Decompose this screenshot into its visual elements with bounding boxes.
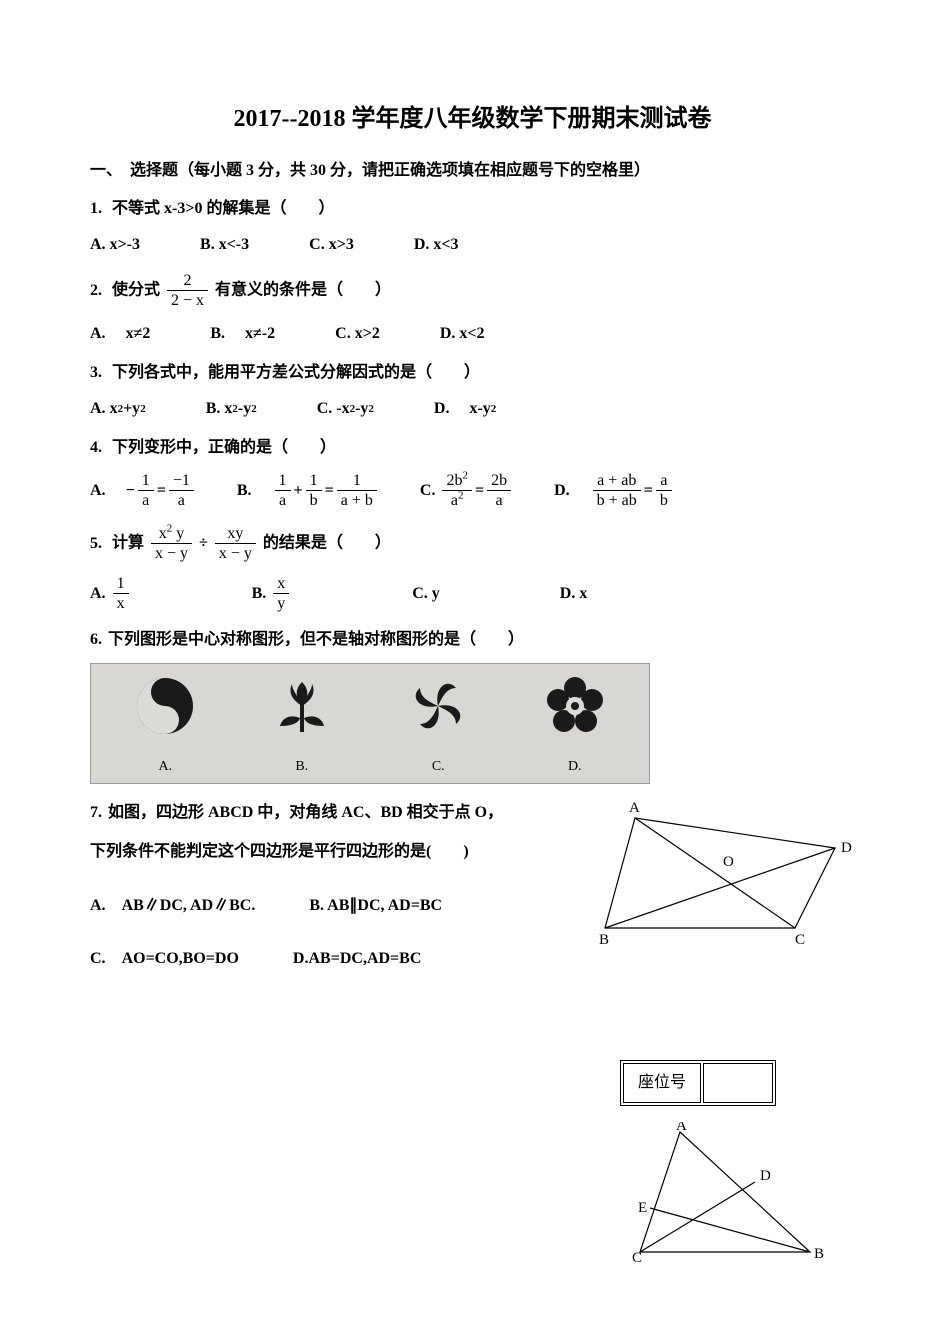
svg-text:C: C [632, 1250, 642, 1266]
q2-optB: B. x≠-2 [210, 321, 275, 347]
q6-image-row: A. B. C. [90, 663, 650, 784]
q4: 4. 下列变形中，正确的是（ ） [90, 435, 855, 461]
seat-number-box: 座位号 [620, 1060, 776, 1106]
q5-optB: B. xy [252, 574, 293, 613]
q4-optC: C. 2b2a2 = 2ba [420, 471, 514, 510]
q3: 3. 下列各式中，能用平方差公式分解因式的是（ ） [90, 360, 855, 386]
q4-text: 下列变形中，正确的是（ ） [112, 439, 336, 456]
q7-line2: 下列条件不能判定这个四边形是平行四边形的是( ) [90, 839, 585, 865]
svg-text:E: E [638, 1200, 647, 1216]
svg-text:A: A [676, 1122, 687, 1134]
q1-num: 1. [90, 200, 102, 217]
q6-labelA: A. [125, 756, 205, 778]
tulip-icon [262, 674, 342, 744]
q3-optC: C.-x2-y2 [317, 396, 374, 422]
q7-optD: D.AB=DC,AD=BC [293, 946, 421, 972]
q2-optA: A. x≠2 [90, 321, 150, 347]
q7-optB: B. AB∥DC, AD=BC [309, 893, 442, 919]
q4-options: A. − 1a = −1a B. 1a + 1b = 1a + b C. 2b2… [90, 471, 855, 510]
svg-text:B: B [599, 932, 609, 948]
svg-text:C: C [795, 932, 805, 948]
q2-num: 2. [90, 282, 102, 299]
q7-options: A. AB∥DC, AD∥BC. B. AB∥DC, AD=BC C. AO=C… [90, 893, 585, 972]
page-title: 2017--2018 学年度八年级数学下册期末测试卷 [90, 100, 855, 138]
triangle-icon: A B B C D E [620, 1122, 830, 1272]
q1-options: A.x>-3 B.x<-3 C.x>3 D.x<3 [90, 232, 855, 258]
q1-optD: D.x<3 [414, 232, 459, 258]
q1: 1. 不等式 x-3>0 的解集是（ ） [90, 196, 855, 222]
q2-options: A. x≠2 B. x≠-2 C.x>2 D.x<2 [90, 321, 855, 347]
q7-line1: 如图，四边形 ABCD 中，对角线 AC、BD 相交于点 O， [108, 804, 503, 821]
q6: 6. 下列图形是中心对称图形，但不是轴对称图形的是（ ） [90, 627, 855, 653]
q6-imgD: D. [535, 674, 615, 779]
q1-optC: C.x>3 [309, 232, 354, 258]
q5-optD: D.x [560, 574, 588, 613]
seat-value [703, 1063, 773, 1103]
q4-optB: B. 1a + 1b = 1a + b [237, 471, 380, 510]
q3-options: A.x2+y2 B.x2-y2 C.-x2-y2 D. x-y2 [90, 396, 855, 422]
q5-options: A. 1x B. xy C.y D.x [90, 574, 855, 613]
q5-num: 5. [90, 535, 102, 552]
q4-optD: D. a + abb + ab = ab [554, 471, 675, 510]
q5: 5. 计算 x2 yx − y ÷ xyx − y 的结果是（ ） [90, 524, 855, 563]
q3-optB: B.x2-y2 [206, 396, 257, 422]
q7-optA: A. AB∥DC, AD∥BC. [90, 893, 255, 919]
q2-optD: D.x<2 [440, 321, 485, 347]
q3-text: 下列各式中，能用平方差公式分解因式的是（ ） [112, 364, 480, 381]
q3-optD: D. x-y2 [434, 396, 496, 422]
seat-label: 座位号 [623, 1063, 701, 1103]
svg-text:B: B [814, 1246, 824, 1262]
q6-text: 下列图形是中心对称图形，但不是轴对称图形的是（ ） [108, 631, 524, 648]
svg-text:D: D [760, 1168, 771, 1184]
svg-text:A: A [629, 800, 640, 816]
q6-imgC: C. [398, 674, 478, 779]
q2-frac: 2 2 − x [167, 271, 208, 310]
q6-labelD: D. [535, 756, 615, 778]
q5-pre: 计算 [112, 535, 144, 552]
section-header: 一、 选择题（每小题 3 分，共 30 分，请把正确选项填在相应题号下的空格里） [90, 158, 855, 184]
q4-optA: A. − 1a = −1a [90, 471, 197, 510]
q2-post: 有意义的条件是（ ） [215, 282, 391, 299]
q6-imgA: A. [125, 674, 205, 779]
q7-optC: C. AO=CO,BO=DO [90, 946, 239, 972]
q6-num: 6. [90, 631, 102, 648]
parallelogram-icon: A D C B O [595, 798, 855, 948]
yin-yang-icon [125, 674, 205, 744]
q6-imgB: B. [262, 674, 342, 779]
q5-post: 的结果是（ ） [263, 535, 391, 552]
q5-optA: A. 1x [90, 574, 132, 613]
q4-num: 4. [90, 439, 102, 456]
flower-icon [535, 674, 615, 744]
svg-text:O: O [723, 854, 734, 870]
q3-optA: A.x2+y2 [90, 396, 146, 422]
q1-text: 不等式 x-3>0 的解集是（ ） [112, 200, 334, 217]
svg-text:D: D [841, 840, 852, 856]
q2: 2. 使分式 2 2 − x 有意义的条件是（ ） [90, 271, 855, 310]
q1-optB: B.x<-3 [200, 232, 249, 258]
q3-num: 3. [90, 364, 102, 381]
q2-optC: C.x>2 [335, 321, 380, 347]
q7: 7. 如图，四边形 ABCD 中，对角线 AC、BD 相交于点 O， [90, 800, 585, 826]
q2-pre: 使分式 [112, 282, 160, 299]
q6-labelC: C. [398, 756, 478, 778]
q6-labelB: B. [262, 756, 342, 778]
pinwheel-icon [398, 674, 478, 744]
q5-optC: C.y [412, 574, 440, 613]
q1-optA: A.x>-3 [90, 232, 140, 258]
q7-num: 7. [90, 804, 102, 821]
